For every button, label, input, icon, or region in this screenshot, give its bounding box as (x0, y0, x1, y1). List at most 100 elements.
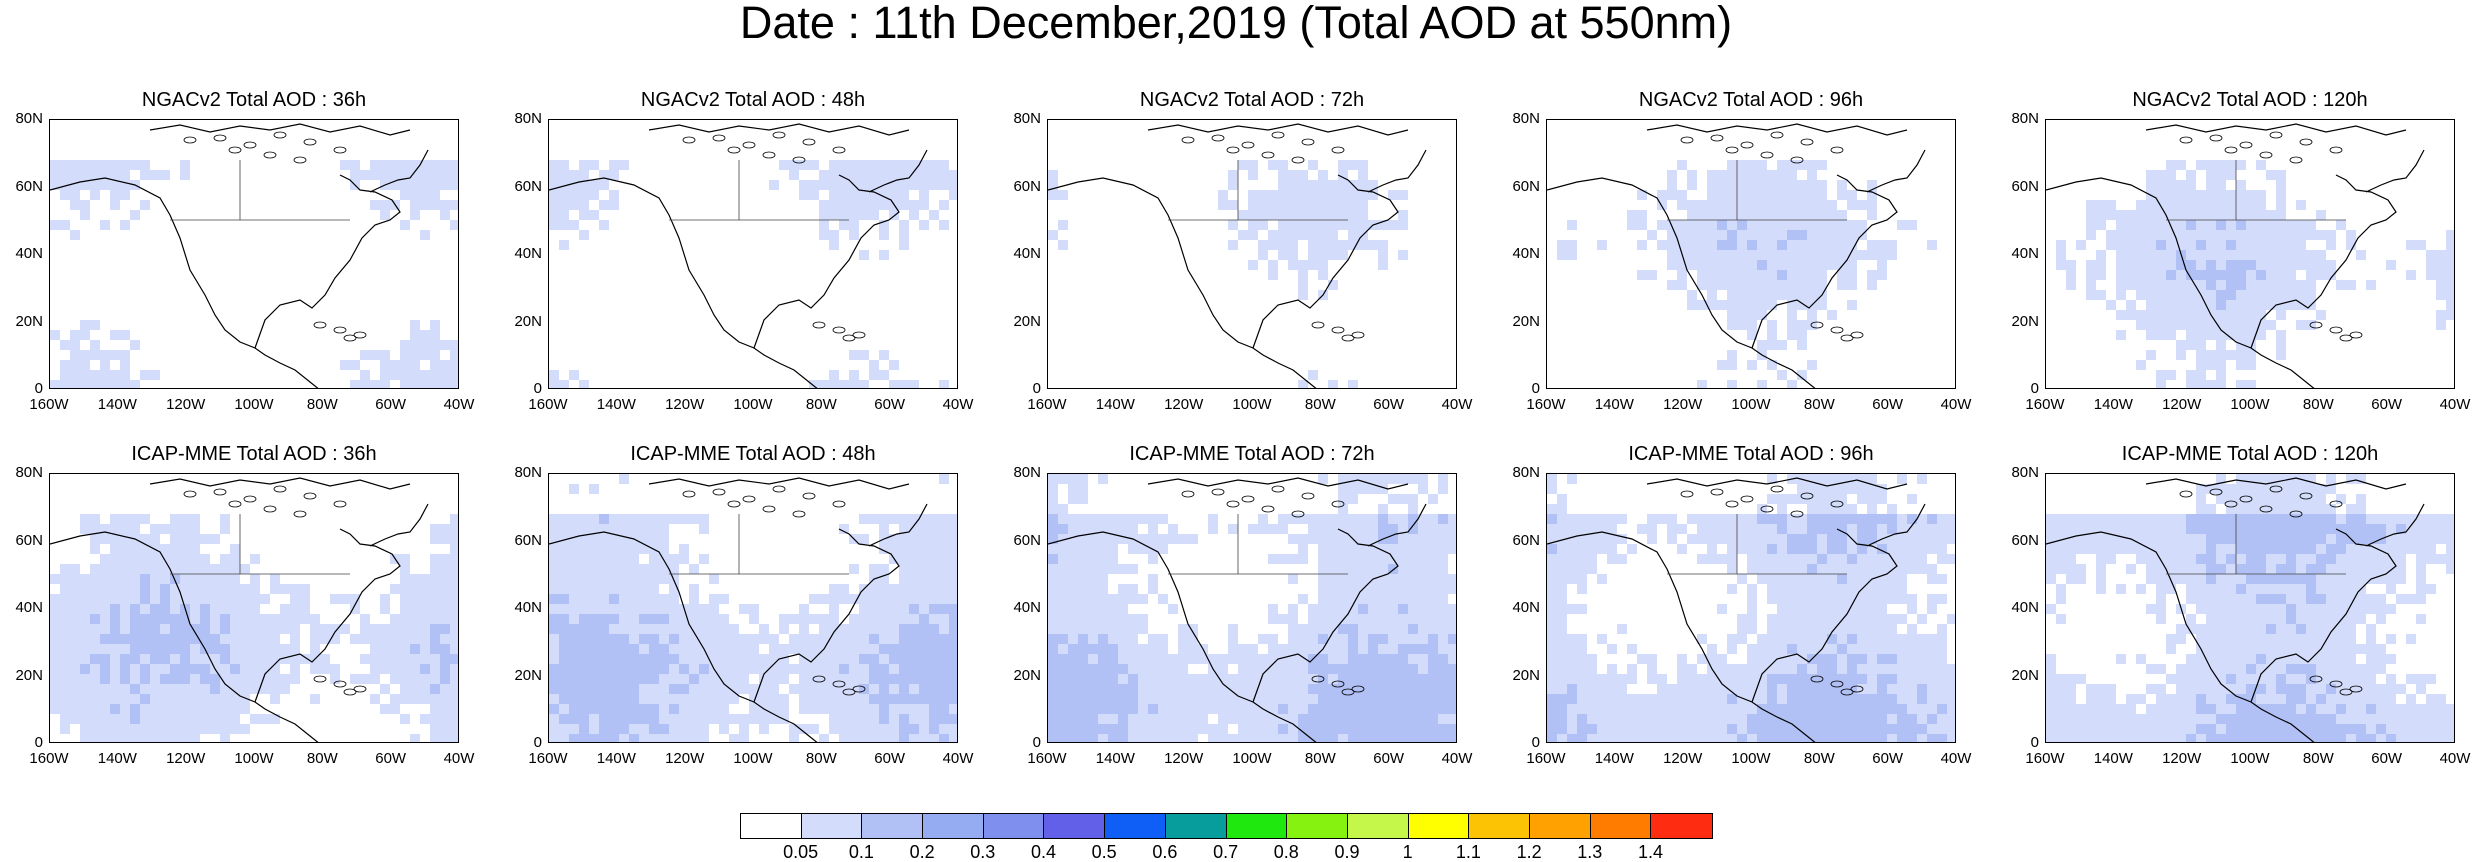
island-outline (812, 675, 826, 683)
lat-tick-label: 40N (514, 245, 542, 262)
lat-tick-label: 0 (1531, 380, 1540, 397)
island-outline (1241, 495, 1255, 503)
island-outline (2349, 331, 2363, 339)
lat-tick-label: 20N (2011, 666, 2039, 684)
island-outline (1710, 488, 1724, 496)
island-outline (333, 680, 347, 688)
colorbar-swatch (983, 814, 1045, 838)
island-outline (1261, 151, 1275, 159)
island-outline (1291, 156, 1305, 164)
colorbar-swatch (923, 814, 984, 838)
aod-map (1547, 474, 1955, 742)
lon-tick-label: 120W (1663, 750, 1703, 767)
lat-tick-label: 20N (2011, 312, 2039, 330)
island-outline (183, 136, 197, 144)
island-outline (832, 326, 846, 334)
island-outline (742, 141, 756, 149)
island-outline (1850, 685, 1864, 693)
panel-title: ICAP-MME Total AOD : 48h (630, 443, 876, 465)
lon-tick-label: 60W (375, 750, 407, 767)
lon-tick-label: 100W (733, 396, 773, 413)
colorbar-tick-label: 0.6 (1152, 842, 1178, 862)
island-outline (2339, 688, 2353, 696)
island-outline (1760, 505, 1774, 513)
lon-tick-label: 60W (2371, 396, 2403, 413)
island-outline (1800, 492, 1814, 500)
lon-tick-label: 60W (1872, 396, 1904, 413)
lat-tick-label: 40N (2011, 245, 2039, 262)
island-outline (1740, 495, 1754, 503)
lat-tick-label: 80N (1013, 110, 1041, 127)
lat-tick-label: 40N (15, 599, 43, 616)
island-outline (792, 156, 806, 164)
coastline (1547, 123, 1926, 388)
lat-tick-label: 80N (1512, 110, 1540, 127)
lat-tick-label: 40N (514, 599, 542, 616)
lat-tick-label: 40N (1512, 599, 1540, 616)
lon-tick-label: 100W (1731, 396, 1771, 413)
island-outline (1331, 500, 1345, 508)
map-panel (2045, 119, 2455, 389)
lon-tick-label: 160W (528, 750, 568, 767)
lon-tick-label: 140W (596, 750, 636, 767)
island-outline (1830, 326, 1844, 334)
island-outline (353, 331, 367, 339)
lat-tick-label: 40N (15, 245, 43, 262)
island-outline (2239, 495, 2253, 503)
island-outline (832, 680, 846, 688)
lon-tick-label: 40W (1940, 396, 1972, 413)
lat-tick-label: 0 (2030, 734, 2039, 751)
colorbar-tick-label: 0.2 (909, 842, 935, 862)
colorbar-tick-label: 0.3 (970, 842, 996, 862)
island-outline (1351, 685, 1365, 693)
colorbar-swatch (1590, 814, 1652, 838)
island-outline (2179, 136, 2193, 144)
island-outline (1740, 141, 1754, 149)
coastline (2046, 477, 2425, 742)
lon-tick-label: 80W (306, 750, 338, 767)
lon-tick-label: 100W (2230, 396, 2270, 413)
colorbar-tick-label: 1.2 (1516, 842, 1542, 862)
lon-tick-label: 140W (1594, 396, 1634, 413)
lat-tick-label: 80N (2011, 110, 2039, 127)
map-panel (548, 473, 958, 743)
main-title: Date : 11th December,2019 (Total AOD at … (739, 0, 1733, 48)
lat-tick-label: 60N (1512, 177, 1540, 195)
lat-tick-label: 80N (1512, 464, 1540, 481)
island-outline (2209, 134, 2223, 142)
lon-tick-label: 80W (1803, 396, 1835, 413)
island-outline (1341, 688, 1355, 696)
island-outline (1181, 490, 1195, 498)
island-outline (213, 134, 227, 142)
lat-tick-label: 0 (1032, 734, 1041, 751)
lat-tick-label: 60N (15, 531, 43, 549)
lon-tick-label: 40W (1940, 750, 1972, 767)
lon-tick-label: 120W (665, 750, 705, 767)
lon-tick-label: 40W (443, 396, 475, 413)
map-panel (1546, 473, 1956, 743)
lon-tick-label: 100W (1232, 396, 1272, 413)
island-outline (2339, 334, 2353, 342)
map-panel (49, 119, 459, 389)
lon-tick-label: 80W (306, 396, 338, 413)
island-outline (228, 500, 242, 508)
country-border (170, 514, 350, 575)
lat-tick-label: 80N (514, 464, 542, 481)
lon-tick-label: 80W (805, 396, 837, 413)
aod-map (50, 123, 458, 388)
island-outline (762, 151, 776, 159)
island-outline (243, 495, 257, 503)
island-outline (343, 688, 357, 696)
lat-tick-label: 40N (2011, 599, 2039, 616)
lat-tick-label: 40N (1013, 599, 1041, 616)
island-outline (772, 131, 786, 139)
lat-tick-label: 60N (1512, 531, 1540, 549)
lon-tick-label: 160W (2025, 750, 2065, 767)
lat-tick-label: 20N (1013, 666, 1041, 684)
island-outline (2209, 488, 2223, 496)
island-outline (1840, 334, 1854, 342)
lat-tick-label: 0 (1032, 380, 1041, 397)
island-outline (2289, 510, 2303, 518)
lat-tick-label: 0 (1531, 734, 1540, 751)
lon-tick-label: 40W (2439, 396, 2471, 413)
